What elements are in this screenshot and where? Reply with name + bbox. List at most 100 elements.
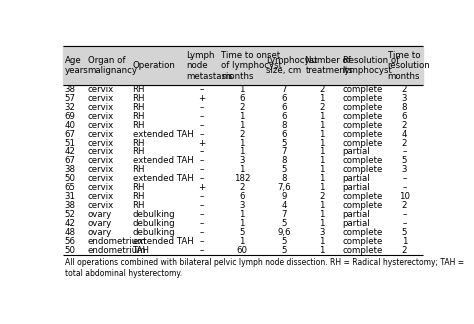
Text: 52: 52	[65, 210, 76, 219]
Text: +: +	[199, 183, 206, 192]
Text: RH: RH	[133, 192, 145, 201]
Text: –: –	[402, 210, 407, 219]
Text: 2: 2	[239, 103, 245, 112]
Text: RH: RH	[133, 94, 145, 103]
Text: RH: RH	[133, 183, 145, 192]
Text: 6: 6	[239, 192, 245, 201]
Text: 1: 1	[319, 183, 325, 192]
Text: 8: 8	[281, 174, 287, 183]
Text: Time to
resolution
months: Time to resolution months	[388, 51, 430, 81]
Text: cervix: cervix	[88, 112, 114, 121]
Text: complete: complete	[343, 165, 383, 174]
Text: 1: 1	[319, 165, 325, 174]
Text: 1: 1	[319, 156, 325, 166]
Text: 1: 1	[319, 174, 325, 183]
Text: partial: partial	[343, 219, 370, 228]
Text: –: –	[402, 183, 407, 192]
Text: 4: 4	[281, 201, 287, 210]
Text: 3: 3	[401, 165, 407, 174]
Text: –: –	[200, 246, 204, 255]
Text: 1: 1	[319, 130, 325, 139]
Text: complete: complete	[343, 192, 383, 201]
Text: –: –	[200, 210, 204, 219]
Text: cervix: cervix	[88, 201, 114, 210]
Text: RH: RH	[133, 85, 145, 94]
Text: 6: 6	[281, 103, 287, 112]
Text: 56: 56	[65, 237, 76, 246]
Text: cervix: cervix	[88, 174, 114, 183]
Text: –: –	[402, 219, 407, 228]
Text: 8: 8	[281, 156, 287, 166]
Text: 42: 42	[65, 219, 76, 228]
Text: –: –	[200, 174, 204, 183]
Text: 50: 50	[65, 246, 76, 255]
Text: ovary: ovary	[88, 210, 112, 219]
Text: RH: RH	[133, 121, 145, 130]
Text: 5: 5	[401, 156, 407, 166]
Text: complete: complete	[343, 228, 383, 237]
Text: partial: partial	[343, 174, 370, 183]
Text: 2: 2	[319, 85, 325, 94]
Text: partial: partial	[343, 210, 370, 219]
Text: 3: 3	[319, 228, 325, 237]
Text: cervix: cervix	[88, 85, 114, 94]
Text: 1: 1	[319, 246, 325, 255]
Text: 67: 67	[65, 130, 76, 139]
Text: TAH: TAH	[133, 246, 150, 255]
Text: endometrium: endometrium	[88, 237, 146, 246]
Text: 2: 2	[401, 121, 407, 130]
Text: complete: complete	[343, 130, 383, 139]
Text: partial: partial	[343, 183, 370, 192]
Text: –: –	[200, 219, 204, 228]
Text: cervix: cervix	[88, 130, 114, 139]
Text: 7,6: 7,6	[277, 183, 291, 192]
Text: 3: 3	[239, 201, 245, 210]
Text: 2: 2	[239, 130, 245, 139]
Text: 40: 40	[65, 121, 76, 130]
Text: Age
years: Age years	[65, 56, 89, 75]
Text: Lymph
node
metastasis: Lymph node metastasis	[187, 51, 233, 81]
Text: debulking: debulking	[133, 210, 175, 219]
Text: complete: complete	[343, 201, 383, 210]
Text: complete: complete	[343, 237, 383, 246]
Text: –: –	[200, 147, 204, 156]
Text: 6: 6	[281, 94, 287, 103]
Text: cervix: cervix	[88, 139, 114, 147]
Text: 1: 1	[239, 112, 245, 121]
Text: cervix: cervix	[88, 103, 114, 112]
Text: complete: complete	[343, 156, 383, 166]
Text: 5: 5	[281, 237, 287, 246]
Text: 5: 5	[281, 165, 287, 174]
Text: complete: complete	[343, 85, 383, 94]
Text: 2: 2	[401, 246, 407, 255]
Text: 42: 42	[65, 147, 76, 156]
Text: 1: 1	[239, 85, 245, 94]
Text: 2: 2	[401, 139, 407, 147]
Text: 10: 10	[399, 192, 410, 201]
Text: 6: 6	[401, 112, 407, 121]
Text: 1: 1	[239, 121, 245, 130]
Text: complete: complete	[343, 121, 383, 130]
Text: 1: 1	[319, 147, 325, 156]
Text: 65: 65	[65, 183, 76, 192]
Text: 38: 38	[65, 165, 76, 174]
Text: 7: 7	[281, 147, 287, 156]
Text: 182: 182	[234, 174, 250, 183]
Text: 1: 1	[319, 237, 325, 246]
Text: 7: 7	[281, 85, 287, 94]
Text: RH: RH	[133, 201, 145, 210]
Text: Operation: Operation	[133, 61, 175, 70]
Text: –: –	[200, 156, 204, 166]
Text: 38: 38	[65, 201, 76, 210]
Text: complete: complete	[343, 139, 383, 147]
Text: Lymphocyst
size, cm: Lymphocyst size, cm	[266, 56, 318, 75]
Text: 1: 1	[319, 139, 325, 147]
Text: 57: 57	[65, 94, 76, 103]
Text: 1: 1	[319, 210, 325, 219]
Text: 5: 5	[281, 246, 287, 255]
Text: 38: 38	[65, 85, 76, 94]
Text: 1: 1	[239, 210, 245, 219]
Bar	[63, 46, 423, 85]
Text: –: –	[200, 228, 204, 237]
Text: +: +	[199, 94, 206, 103]
